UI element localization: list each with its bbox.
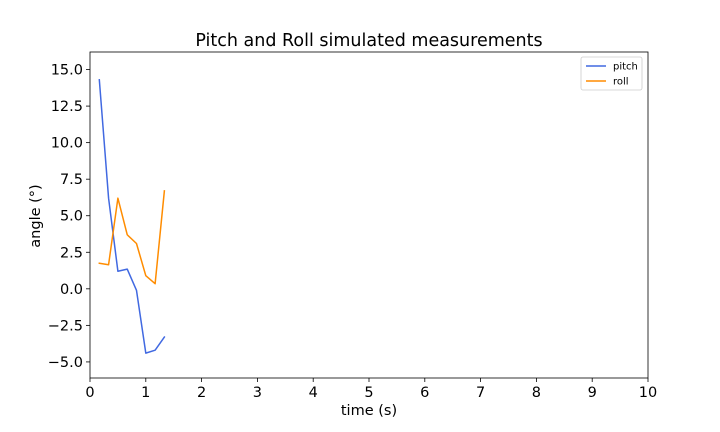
y-tick-label: −2.5 xyxy=(48,318,83,334)
x-tick-label: 1 xyxy=(141,385,150,401)
legend-label-pitch: pitch xyxy=(613,62,638,73)
y-tick-label: 5.0 xyxy=(60,209,83,225)
plot-area: 0 1 2 3 4 5 6 7 8 9 10 −5.0 −2.5 0.0 2.5 5.0 7.5 10.0 12.5… xyxy=(48,51,657,401)
y-tick-label: 7.5 xyxy=(60,172,83,188)
y-tick-label: 12.5 xyxy=(51,99,83,115)
x-tick-label: 5 xyxy=(364,385,373,401)
y-tick-label: −5.0 xyxy=(48,355,83,371)
x-tick-label: 0 xyxy=(85,385,94,401)
y-tick-label: 0.0 xyxy=(60,282,83,298)
chart-title: Pitch and Roll simulated measurements xyxy=(195,31,542,51)
x-tick-label: 2 xyxy=(197,385,206,401)
plot-frame xyxy=(89,51,649,379)
x-tick-label: 9 xyxy=(588,385,597,401)
x-tick-label: 8 xyxy=(532,385,541,401)
x-tick-label: 6 xyxy=(420,385,429,401)
x-tick-label: 7 xyxy=(476,385,485,401)
y-tick-label: 10.0 xyxy=(51,136,83,152)
x-tick-label: 10 xyxy=(639,385,657,401)
y-axis-title: angle (°) xyxy=(28,184,44,247)
x-tick-label: 3 xyxy=(253,385,262,401)
y-tick-label: 15.0 xyxy=(51,63,83,79)
series-line-pitch xyxy=(98,78,166,354)
x-axis-title: time (s) xyxy=(341,403,397,419)
series-line-roll xyxy=(98,190,166,285)
legend-label-roll: roll xyxy=(613,77,629,88)
x-tick-label: 4 xyxy=(309,385,318,401)
y-tick-label: 2.5 xyxy=(60,245,83,261)
